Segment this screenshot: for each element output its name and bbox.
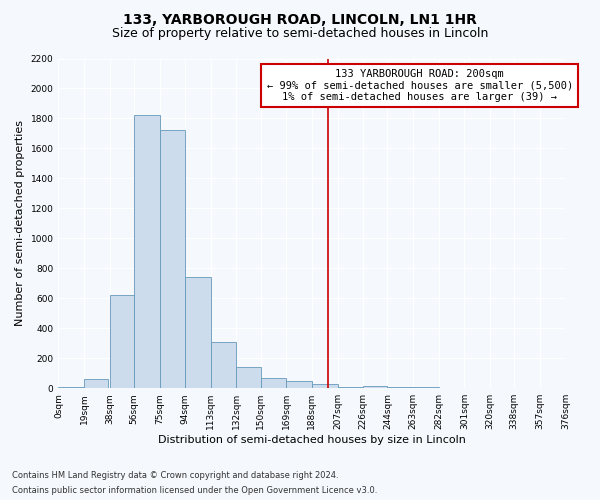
- Bar: [211, 342, 236, 388]
- Bar: [160, 130, 185, 388]
- X-axis label: Distribution of semi-detached houses by size in Lincoln: Distribution of semi-detached houses by …: [158, 435, 466, 445]
- Bar: [338, 386, 363, 388]
- Text: 133, YARBOROUGH ROAD, LINCOLN, LN1 1HR: 133, YARBOROUGH ROAD, LINCOLN, LN1 1HR: [123, 12, 477, 26]
- Text: Contains public sector information licensed under the Open Government Licence v3: Contains public sector information licen…: [12, 486, 377, 495]
- Text: Size of property relative to semi-detached houses in Lincoln: Size of property relative to semi-detach…: [112, 28, 488, 40]
- Bar: [110, 294, 134, 388]
- Y-axis label: Number of semi-detached properties: Number of semi-detached properties: [15, 120, 25, 326]
- Bar: [185, 278, 211, 388]
- Text: Contains HM Land Registry data © Crown copyright and database right 2024.: Contains HM Land Registry data © Crown c…: [12, 471, 338, 480]
- Bar: [312, 384, 338, 388]
- Bar: [134, 114, 160, 388]
- Bar: [236, 367, 260, 388]
- Bar: [58, 386, 84, 388]
- Text: 133 YARBOROUGH ROAD: 200sqm
← 99% of semi-detached houses are smaller (5,500)
1%: 133 YARBOROUGH ROAD: 200sqm ← 99% of sem…: [266, 69, 573, 102]
- Bar: [286, 382, 312, 388]
- Bar: [260, 378, 286, 388]
- Bar: [363, 386, 388, 388]
- Bar: [84, 379, 109, 388]
